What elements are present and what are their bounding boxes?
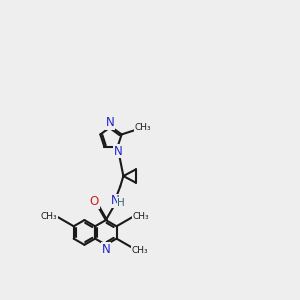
Text: N: N — [106, 116, 115, 129]
Text: CH₃: CH₃ — [135, 123, 152, 132]
Text: H: H — [117, 198, 125, 208]
Text: CH₃: CH₃ — [131, 246, 148, 255]
Text: CH₃: CH₃ — [40, 212, 57, 221]
Text: N: N — [110, 194, 119, 207]
Text: N: N — [101, 243, 110, 256]
Text: CH₃: CH₃ — [132, 212, 149, 221]
Text: O: O — [90, 195, 99, 208]
Text: N: N — [114, 145, 122, 158]
